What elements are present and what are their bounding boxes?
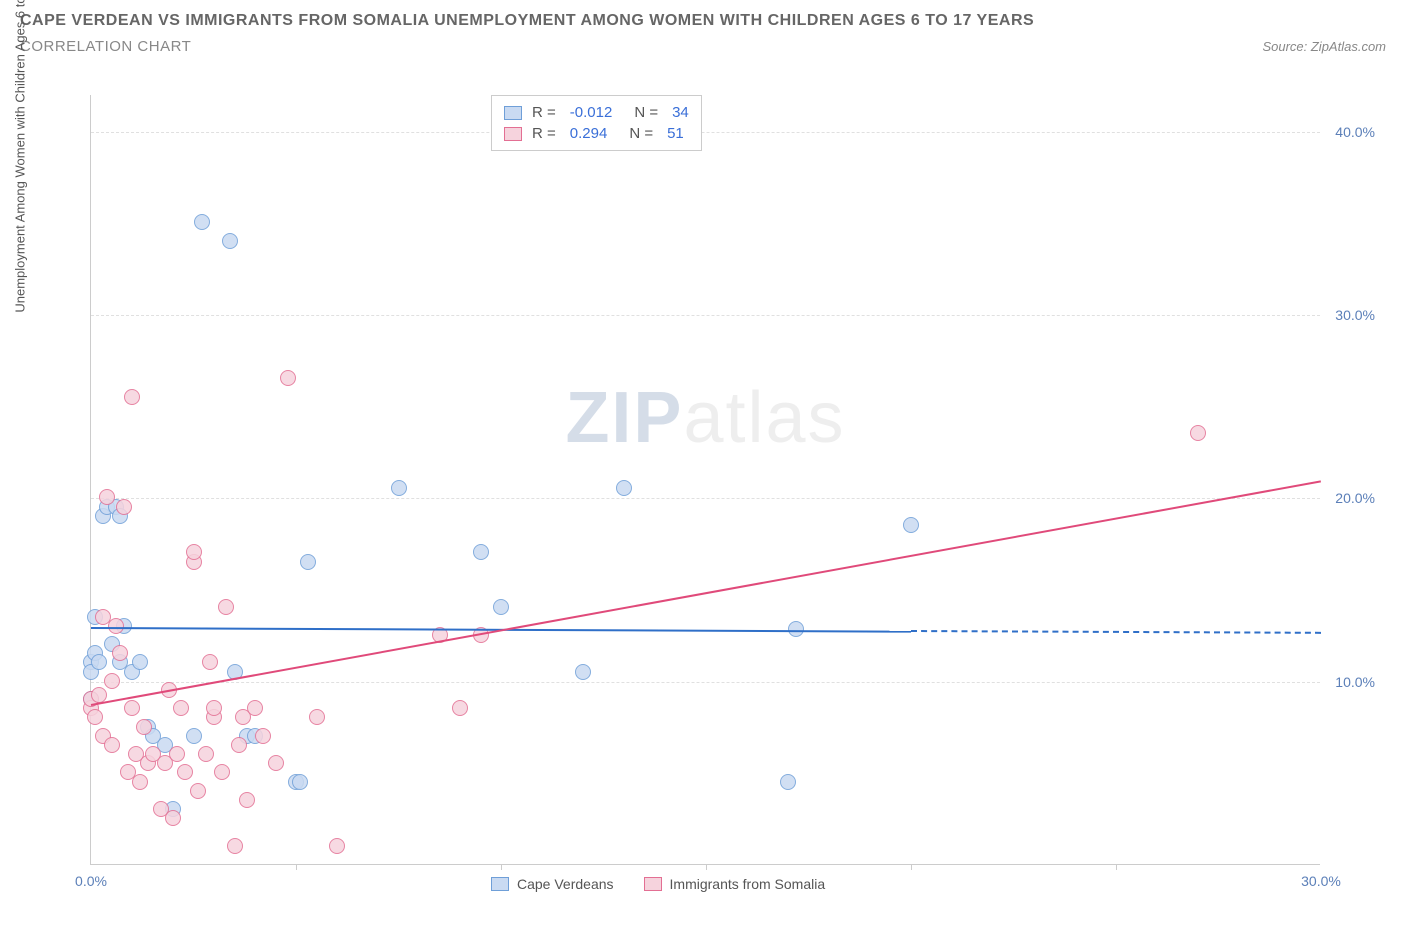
data-point: [780, 774, 796, 790]
legend-item: Immigrants from Somalia: [644, 876, 826, 892]
stats-r-value: -0.012: [570, 104, 613, 121]
data-point: [99, 489, 115, 505]
data-point: [124, 389, 140, 405]
data-point: [473, 544, 489, 560]
data-point: [116, 499, 132, 515]
gridline-h: [91, 132, 1320, 133]
gridline-h: [91, 315, 1320, 316]
stats-row: R = -0.012 N = 34: [504, 102, 689, 123]
data-point: [452, 700, 468, 716]
trend-line-extrapolated: [911, 630, 1321, 634]
y-tick-label: 20.0%: [1335, 490, 1375, 506]
data-point: [239, 792, 255, 808]
x-tick-mark: [911, 864, 912, 870]
stats-r-value: 0.294: [570, 125, 608, 142]
data-point: [222, 233, 238, 249]
data-point: [165, 810, 181, 826]
data-point: [124, 700, 140, 716]
stats-n-label: N =: [629, 125, 653, 142]
y-tick-label: 10.0%: [1335, 674, 1375, 690]
data-point: [616, 480, 632, 496]
y-tick-label: 40.0%: [1335, 124, 1375, 140]
data-point: [206, 700, 222, 716]
chart-title: CAPE VERDEAN VS IMMIGRANTS FROM SOMALIA …: [20, 12, 1386, 30]
data-point: [1190, 425, 1206, 441]
x-tick-mark: [706, 864, 707, 870]
legend-label: Immigrants from Somalia: [670, 876, 826, 892]
data-point: [132, 774, 148, 790]
data-point: [300, 554, 316, 570]
plot-area: ZIPatlas R =-0.012N =34R =0.294N =51 Cap…: [90, 95, 1320, 865]
data-point: [173, 700, 189, 716]
data-point: [575, 664, 591, 680]
data-point: [309, 709, 325, 725]
stats-row: R = 0.294 N = 51: [504, 123, 689, 144]
data-point: [186, 728, 202, 744]
legend-swatch: [491, 877, 509, 891]
gridline-h: [91, 498, 1320, 499]
data-point: [177, 764, 193, 780]
data-point: [108, 618, 124, 634]
x-tick-label: 0.0%: [75, 873, 107, 889]
stats-r-label: R =: [532, 104, 556, 121]
data-point: [198, 746, 214, 762]
data-point: [391, 480, 407, 496]
legend-label: Cape Verdeans: [517, 876, 614, 892]
legend-swatch: [644, 877, 662, 891]
stats-r-label: R =: [532, 125, 556, 142]
data-point: [280, 370, 296, 386]
stats-n-label: N =: [634, 104, 658, 121]
data-point: [268, 755, 284, 771]
legend-swatch: [504, 106, 522, 120]
x-tick-mark: [1116, 864, 1117, 870]
source-label: Source: ZipAtlas.com: [1262, 39, 1386, 54]
chart-container: Unemployment Among Women with Children A…: [60, 85, 1380, 895]
data-point: [231, 737, 247, 753]
series-legend: Cape Verdeans Immigrants from Somalia: [491, 876, 825, 892]
data-point: [136, 719, 152, 735]
data-point: [91, 654, 107, 670]
stats-n-value: 34: [672, 104, 689, 121]
watermark: ZIPatlas: [565, 377, 845, 459]
data-point: [247, 700, 263, 716]
data-point: [104, 737, 120, 753]
data-point: [214, 764, 230, 780]
data-point: [194, 214, 210, 230]
legend-swatch: [504, 127, 522, 141]
data-point: [132, 654, 148, 670]
data-point: [493, 599, 509, 615]
data-point: [104, 673, 120, 689]
data-point: [903, 517, 919, 533]
data-point: [169, 746, 185, 762]
data-point: [87, 709, 103, 725]
data-point: [190, 783, 206, 799]
data-point: [186, 544, 202, 560]
x-tick-label: 30.0%: [1301, 873, 1341, 889]
data-point: [255, 728, 271, 744]
y-axis-label: Unemployment Among Women with Children A…: [13, 0, 28, 313]
chart-subtitle: CORRELATION CHART: [20, 38, 191, 55]
x-tick-mark: [501, 864, 502, 870]
stats-n-value: 51: [667, 125, 684, 142]
data-point: [292, 774, 308, 790]
data-point: [112, 645, 128, 661]
data-point: [329, 838, 345, 854]
stats-legend: R = -0.012 N = 34 R = 0.294 N = 51: [491, 95, 702, 151]
y-tick-label: 30.0%: [1335, 307, 1375, 323]
legend-item: Cape Verdeans: [491, 876, 614, 892]
data-point: [218, 599, 234, 615]
data-point: [227, 838, 243, 854]
trend-line: [91, 480, 1321, 706]
x-tick-mark: [296, 864, 297, 870]
gridline-h: [91, 682, 1320, 683]
data-point: [202, 654, 218, 670]
